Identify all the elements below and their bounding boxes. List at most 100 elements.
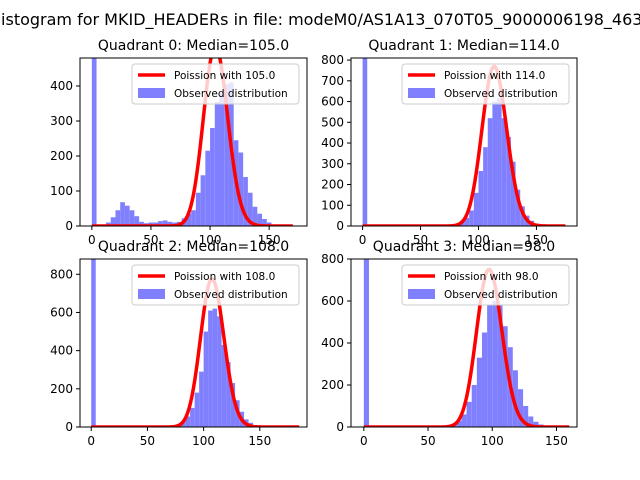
histogram-bar (203, 331, 209, 427)
legend-entry-poisson: Poission with 98.0 (444, 271, 539, 283)
x-tick-label: 150 (545, 434, 568, 448)
histogram-bar (186, 213, 192, 226)
x-tick-label: 100 (192, 434, 215, 448)
histogram-bar (217, 316, 222, 427)
histogram-bar (162, 220, 168, 226)
quadrant-panel-2: 0 50 100 150 0 200 400 600 800 Quadrant 2: Median… (50, 239, 308, 448)
figure-suptitle-text: Histogram for MKID_HEADERs in file: mode… (0, 10, 640, 29)
axes-frame (79, 258, 308, 428)
y-tick-label: 300 (50, 114, 73, 128)
x-tick-label: 100 (481, 434, 504, 448)
quadrant-panel-3: 0 50 100 150 0 200 400 600 800 Quadrant 3: Median… (321, 239, 578, 448)
x-tick-label: 150 (258, 233, 281, 247)
y-tick-label: 0 (65, 219, 73, 233)
legend-box (131, 264, 300, 306)
y-tick-label: 100 (50, 184, 73, 198)
legend-entry-observed: Observed distribution (444, 88, 558, 100)
x-tick-label: 0 (359, 233, 367, 247)
x-tick-label: 150 (525, 233, 548, 247)
histogram-bar (497, 305, 503, 427)
histogram-bar (120, 202, 125, 226)
histogram-bar (487, 118, 493, 226)
histogram-bar (481, 332, 488, 427)
y-tick-label: 400 (50, 344, 73, 358)
y-tick-label: 100 (321, 198, 344, 212)
histogram-bar (210, 128, 215, 226)
histogram-bar (257, 213, 263, 226)
histogram-bar (199, 371, 204, 427)
histogram-bar (456, 420, 462, 427)
legend-entry-poisson: Poission with 105.0 (174, 70, 275, 82)
histogram-bar (226, 362, 231, 427)
histogram-bar (167, 221, 173, 226)
x-tick-label: 0 (88, 233, 96, 247)
legend-box (131, 63, 300, 105)
y-tick-label: 300 (321, 157, 344, 171)
y-tick-label: 200 (50, 149, 73, 163)
histogram-bar (224, 84, 229, 226)
histogram-bar (487, 305, 493, 427)
legend: Poission with 105.0 Observed distribution (131, 63, 300, 105)
x-tick-label: 50 (143, 233, 158, 247)
poisson-curve (362, 64, 566, 226)
legend-entry-poisson: Poission with 114.0 (444, 70, 545, 82)
panel-title: Quadrant 3: Median=98.0 (373, 239, 555, 255)
legend-bar-swatch (408, 289, 435, 299)
histogram-bar (208, 310, 213, 427)
y-tick-label: 0 (65, 420, 73, 434)
histogram-bar (497, 98, 502, 226)
x-tick-label: 100 (467, 233, 490, 247)
y-tick-label: 600 (321, 294, 344, 308)
histogram-bar (512, 370, 518, 427)
legend-box (401, 63, 570, 105)
histogram-bar (473, 192, 479, 226)
histogram-bar (129, 210, 135, 226)
axes-frame (79, 57, 308, 227)
histogram-bar (124, 205, 130, 226)
legend-bar-swatch (138, 88, 165, 98)
histogram-bar (181, 421, 186, 427)
x-tick-label: 0 (360, 434, 368, 448)
legend: Poission with 114.0 Observed distribution (401, 63, 570, 105)
histogram-bar (515, 189, 521, 226)
panel-title: Quadrant 0: Median=105.0 (98, 38, 289, 54)
histogram-bar (528, 416, 534, 427)
histogram-bar (464, 217, 470, 226)
histogram-bar (221, 344, 227, 427)
y-tick-label: 0 (336, 420, 344, 434)
legend-entry-observed: Observed distribution (174, 88, 288, 100)
histogram-bar (262, 219, 267, 226)
x-tick-label: 50 (140, 434, 155, 448)
quadrant-panel-0: 0 50 100 150 0 100 200 300 400 Quadrant 0: Median… (50, 38, 308, 247)
axes-frame (350, 57, 578, 227)
y-tick-label: 0 (336, 219, 344, 233)
histogram-bar (252, 206, 258, 226)
histogram-bar (214, 101, 220, 226)
histogram-bar (247, 192, 253, 226)
histogram-bar (158, 221, 163, 226)
histogram-bar (466, 401, 472, 427)
histogram-bar (506, 136, 511, 226)
histogram-bar (461, 414, 467, 427)
y-tick-label: 600 (50, 305, 73, 319)
x-tick-label: 150 (248, 434, 271, 448)
histogram-bar (492, 101, 498, 226)
histogram-bar (478, 171, 484, 226)
y-tick-label: 800 (321, 252, 344, 266)
histogram-bar (533, 421, 539, 427)
quadrant-panel-1: 0 50 100 150 0 100 200 300 400 500 600 700 800 Quadra… (321, 38, 578, 247)
histogram-bar (523, 406, 529, 427)
histogram-bar (492, 301, 498, 427)
plot-area (362, 58, 566, 226)
y-tick-label: 600 (321, 95, 344, 109)
histogram-bar (501, 118, 507, 226)
histogram-bar (219, 93, 225, 226)
y-tick-label: 200 (50, 382, 73, 396)
histogram-bar (517, 389, 524, 427)
y-tick-label: 400 (50, 79, 73, 93)
legend-entry-observed: Observed distribution (444, 289, 558, 301)
y-tick-label: 700 (321, 74, 344, 88)
x-tick-label: 0 (87, 434, 95, 448)
histogram-bar (362, 58, 368, 226)
